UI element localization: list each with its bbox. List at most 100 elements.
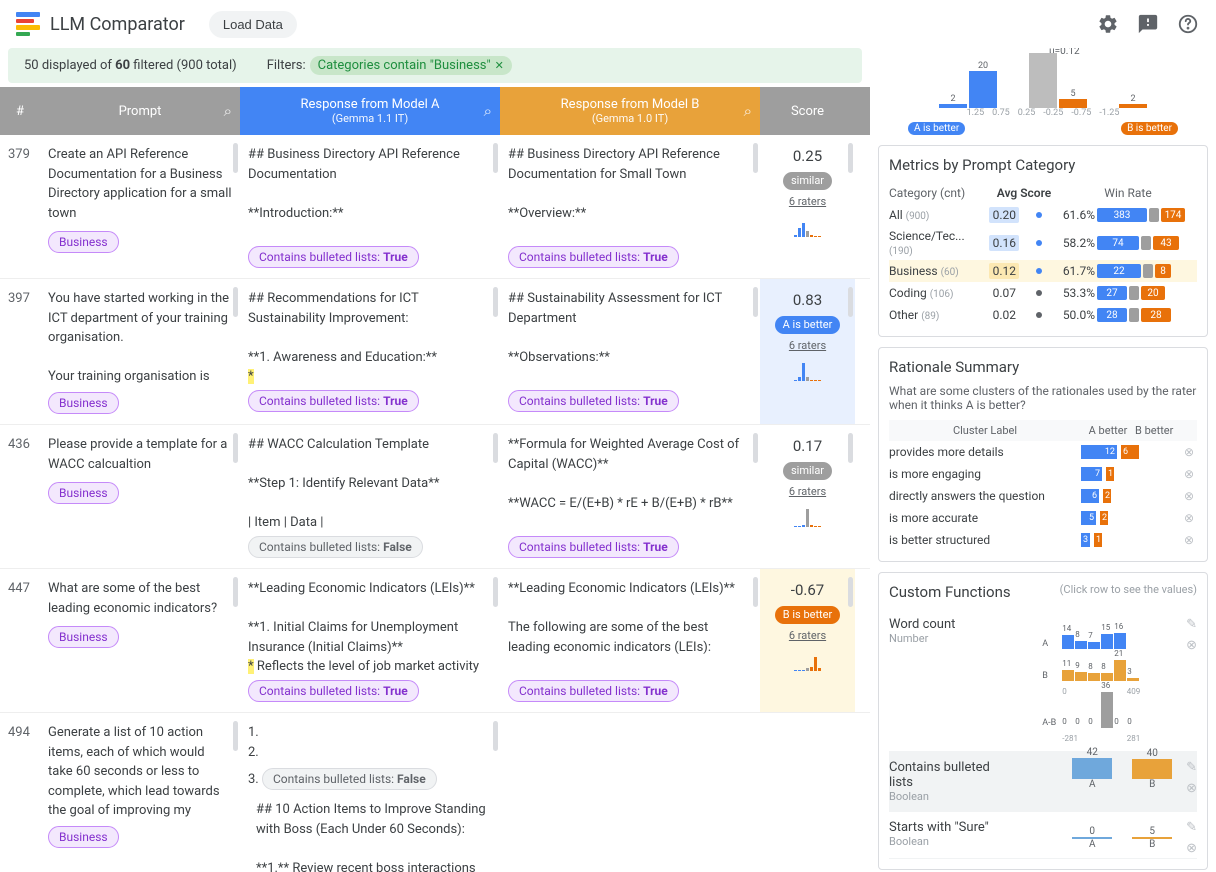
filters-label: Filters: bbox=[267, 58, 306, 73]
score-badge: similar bbox=[783, 172, 832, 191]
table-header: # Prompt ⌕ Response from Model A (Gemma … bbox=[0, 87, 870, 135]
score-distribution-chart: μ=0.12 22052 1.250.750.25-0.25-0.75-1.25… bbox=[878, 48, 1208, 135]
col-score[interactable]: Score bbox=[760, 87, 855, 135]
table-row[interactable]: 447 What are some of the best leading ec… bbox=[0, 569, 870, 713]
cf-title: Custom Functions (Click row to see the v… bbox=[889, 583, 1197, 601]
raters-link[interactable]: 6 raters bbox=[768, 194, 847, 211]
score-sparkline bbox=[768, 217, 847, 237]
rationale-row[interactable]: directly answers the question 6 2 ⊗ bbox=[889, 485, 1197, 507]
table-row[interactable]: 379 Create an API Reference Documentatio… bbox=[0, 135, 870, 279]
rationale-row[interactable]: is more engaging 7 1 ⊗ bbox=[889, 463, 1197, 485]
category-tag[interactable]: Business bbox=[48, 826, 119, 848]
search-icon[interactable]: ⌕ bbox=[744, 102, 752, 120]
remove-icon[interactable]: ⊗ bbox=[1181, 467, 1197, 481]
function-chip: Contains bulleted lists: True bbox=[248, 680, 419, 702]
function-chip: Contains bulleted lists: False bbox=[248, 536, 423, 558]
app-logo bbox=[16, 12, 40, 36]
rationale-row[interactable]: provides more details 12 6 ⊗ bbox=[889, 441, 1197, 463]
col-response-a[interactable]: Response from Model A (Gemma 1.1 IT) ⌕ bbox=[240, 87, 500, 135]
category-tag[interactable]: Business bbox=[48, 231, 119, 253]
response-b-cell: **Formula for Weighted Average Cost of C… bbox=[500, 425, 760, 568]
remove-icon[interactable]: ⊗ bbox=[1186, 638, 1197, 653]
raters-link[interactable]: 6 raters bbox=[768, 338, 847, 355]
rationale-row[interactable]: is more accurate 5 2 ⊗ bbox=[889, 507, 1197, 529]
response-a-cell: ## WACC Calculation Template**Step 1: Id… bbox=[240, 425, 500, 568]
display-count: 50 displayed of 60 filtered (900 total) bbox=[24, 58, 237, 73]
settings-icon[interactable] bbox=[1096, 12, 1120, 36]
score-sparkline bbox=[768, 651, 847, 671]
raters-link[interactable]: 6 raters bbox=[768, 484, 847, 501]
remove-icon[interactable]: ⊗ bbox=[1181, 533, 1197, 547]
response-a-cell: **Leading Economic Indicators (LEIs)****… bbox=[240, 569, 500, 712]
app-title: LLM Comparator bbox=[50, 14, 185, 35]
rationale-panel: Rationale Summary What are some clusters… bbox=[878, 347, 1208, 562]
remove-icon[interactable]: ⊗ bbox=[1181, 445, 1197, 459]
row-id: 436 bbox=[0, 425, 40, 568]
table-row[interactable]: 397 You have started working in the ICT … bbox=[0, 279, 870, 425]
function-chip: Contains bulleted lists: True bbox=[508, 680, 679, 702]
col-prompt[interactable]: Prompt ⌕ bbox=[40, 87, 240, 135]
metrics-row[interactable]: Other (89) 0.02 50.0% 2828 bbox=[889, 304, 1197, 326]
function-chip: Contains bulleted lists: True bbox=[248, 246, 419, 268]
prompt-cell: Please provide a template for a WACC cal… bbox=[40, 425, 240, 568]
score-sparkline bbox=[768, 507, 847, 527]
table-row[interactable]: 494 Generate a list of 10 action items, … bbox=[0, 713, 870, 872]
filter-chip-categories[interactable]: Categories contain "Business"✕ bbox=[310, 56, 512, 75]
function-chip: Contains bulleted lists: True bbox=[508, 390, 679, 412]
row-id: 494 bbox=[0, 713, 40, 872]
score-cell: 0.25 similar 6 raters bbox=[760, 135, 855, 278]
response-b-cell: **Leading Economic Indicators (LEIs)**Th… bbox=[500, 569, 760, 712]
response-a-cell: ## Recommendations for ICT Sustainabilit… bbox=[240, 279, 500, 424]
col-response-b[interactable]: Response from Model B (Gemma 1.0 IT) ⌕ bbox=[500, 87, 760, 135]
prompt-cell: Create an API Reference Documentation fo… bbox=[40, 135, 240, 278]
score-sparkline bbox=[768, 361, 847, 381]
table-row[interactable]: 436 Please provide a template for a WACC… bbox=[0, 425, 870, 569]
table-body: 379 Create an API Reference Documentatio… bbox=[0, 135, 870, 872]
remove-icon[interactable]: ⊗ bbox=[1181, 489, 1197, 503]
remove-icon[interactable]: ⊗ bbox=[1186, 841, 1197, 856]
filter-bar: 50 displayed of 60 filtered (900 total) … bbox=[8, 48, 862, 83]
category-tag[interactable]: Business bbox=[48, 482, 119, 504]
metrics-title: Metrics by Prompt Category bbox=[889, 156, 1197, 174]
metrics-row[interactable]: Business (60) 0.12 61.7% 228 bbox=[889, 260, 1197, 282]
rationale-title: Rationale Summary bbox=[889, 358, 1197, 376]
edit-icon[interactable]: ✎ bbox=[1186, 617, 1197, 632]
score-cell: -0.67 B is better 6 raters bbox=[760, 569, 855, 712]
category-tag[interactable]: Business bbox=[48, 626, 119, 648]
custom-function-row[interactable]: Starts with "Sure" Boolean 0A 5B ✎ ⊗ bbox=[889, 812, 1197, 859]
col-id: # bbox=[0, 87, 40, 135]
score-badge: A is better bbox=[775, 316, 841, 335]
rationale-row[interactable]: is better structured 3 1 ⊗ bbox=[889, 529, 1197, 551]
load-data-button[interactable]: Load Data bbox=[209, 11, 297, 38]
custom-function-row[interactable]: Word count Number A14871516 B11988213 04… bbox=[889, 609, 1197, 752]
row-id: 397 bbox=[0, 279, 40, 424]
rationale-subtitle: What are some clusters of the rationales… bbox=[889, 384, 1197, 412]
edit-icon[interactable]: ✎ bbox=[1186, 820, 1197, 835]
remove-filter-icon[interactable]: ✕ bbox=[495, 59, 504, 72]
feedback-icon[interactable] bbox=[1136, 12, 1160, 36]
metrics-row[interactable]: All (900) 0.20 61.6% 383174 bbox=[889, 204, 1197, 226]
metrics-row[interactable]: Coding (106) 0.07 53.3% 2720 bbox=[889, 282, 1197, 304]
category-tag[interactable]: Business bbox=[48, 392, 119, 414]
app-header: LLM Comparator Load Data bbox=[0, 0, 1216, 48]
response-b-cell: ## Sustainability Assessment for ICT Dep… bbox=[500, 279, 760, 424]
function-chip: Contains bulleted lists: False bbox=[262, 768, 437, 790]
metrics-panel: Metrics by Prompt Category Category (cnt… bbox=[878, 145, 1208, 337]
function-chip: Contains bulleted lists: True bbox=[508, 536, 679, 558]
response-a-cell: 1. 2. 3. Contains bulleted lists: False … bbox=[240, 713, 500, 872]
custom-function-row[interactable]: Contains bulleted lists Boolean 42A 40B … bbox=[889, 752, 1197, 812]
legend-b-better: B is better bbox=[1121, 122, 1178, 135]
edit-icon[interactable]: ✎ bbox=[1186, 760, 1197, 775]
response-a-cell: ## Business Directory API Reference Docu… bbox=[240, 135, 500, 278]
search-icon[interactable]: ⌕ bbox=[484, 102, 492, 120]
response-b-cell: ## Business Directory API Reference Docu… bbox=[500, 135, 760, 278]
score-badge: similar bbox=[783, 462, 832, 481]
raters-link[interactable]: 6 raters bbox=[768, 628, 847, 645]
help-icon[interactable] bbox=[1176, 12, 1200, 36]
response-b-cell: ## 10 Action Items to Improve Standing w… bbox=[248, 790, 500, 872]
metrics-row[interactable]: Science/Tec... (190) 0.16 58.2% 7443 bbox=[889, 226, 1197, 260]
prompt-cell: You have started working in the ICT depa… bbox=[40, 279, 240, 424]
remove-icon[interactable]: ⊗ bbox=[1181, 511, 1197, 525]
search-icon[interactable]: ⌕ bbox=[224, 102, 232, 120]
remove-icon[interactable]: ⊗ bbox=[1186, 781, 1197, 796]
